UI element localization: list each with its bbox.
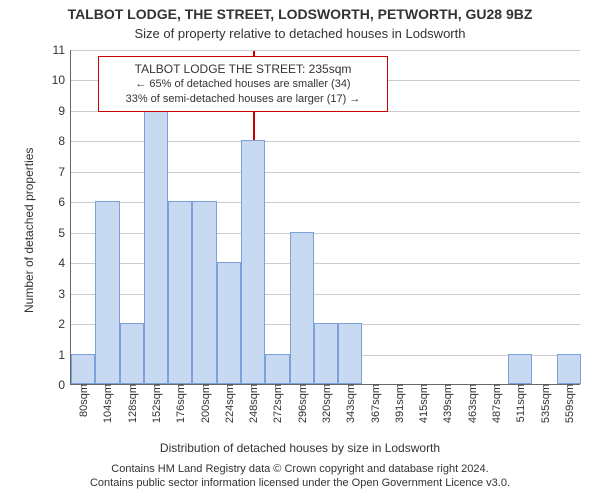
x-tick-label: 272sqm xyxy=(270,384,284,423)
x-tick-label: 511sqm xyxy=(513,384,527,422)
y-tick-label: 6 xyxy=(58,195,71,209)
y-tick-label: 4 xyxy=(58,256,71,270)
legend-line-2: ← 65% of detached houses are smaller (34… xyxy=(107,77,379,92)
x-tick-label: 559sqm xyxy=(562,384,576,423)
histogram-bar xyxy=(144,110,168,384)
y-tick-label: 0 xyxy=(58,378,71,392)
x-axis-label: Distribution of detached houses by size … xyxy=(0,441,600,455)
x-tick-label: 463sqm xyxy=(465,384,479,423)
histogram-bar xyxy=(290,232,314,384)
y-tick-label: 2 xyxy=(58,317,71,331)
x-tick-label: 343sqm xyxy=(343,384,357,423)
y-tick-label: 3 xyxy=(58,287,71,301)
histogram-bar xyxy=(168,201,192,384)
histogram-bar xyxy=(95,201,119,384)
x-tick-label: 415sqm xyxy=(416,384,430,423)
footer: Contains HM Land Registry data © Crown c… xyxy=(0,462,600,491)
legend-box: TALBOT LODGE THE STREET: 235sqm ← 65% of… xyxy=(98,56,388,112)
x-tick-label: 176sqm xyxy=(173,384,187,423)
legend-line-3: 33% of semi-detached houses are larger (… xyxy=(107,92,379,107)
y-tick-label: 5 xyxy=(58,226,71,240)
x-tick-label: 439sqm xyxy=(440,384,454,423)
x-tick-label: 224sqm xyxy=(222,384,236,423)
y-tick-label: 7 xyxy=(58,165,71,179)
x-tick-label: 128sqm xyxy=(125,384,139,423)
y-tick-label: 10 xyxy=(52,73,71,87)
y-tick-label: 8 xyxy=(58,134,71,148)
y-tick-label: 11 xyxy=(53,43,71,57)
y-tick-label: 9 xyxy=(58,104,71,118)
histogram-bar xyxy=(265,354,289,384)
histogram-chart: TALBOT LODGE, THE STREET, LODSWORTH, PET… xyxy=(0,0,600,500)
histogram-bar xyxy=(508,354,532,384)
histogram-bar xyxy=(192,201,216,384)
x-tick-label: 367sqm xyxy=(368,384,382,423)
x-tick-label: 104sqm xyxy=(100,384,114,423)
histogram-bar xyxy=(120,323,144,384)
x-tick-label: 296sqm xyxy=(295,384,309,423)
histogram-bar xyxy=(338,323,362,384)
histogram-bar xyxy=(217,262,241,384)
footer-line-2: Contains public sector information licen… xyxy=(0,476,600,490)
x-tick-label: 248sqm xyxy=(246,384,260,423)
y-tick-label: 1 xyxy=(58,348,71,362)
x-tick-label: 320sqm xyxy=(319,384,333,423)
histogram-bar xyxy=(314,323,338,384)
x-tick-label: 200sqm xyxy=(198,384,212,423)
y-axis-label: Number of detached properties xyxy=(22,147,36,312)
x-tick-label: 487sqm xyxy=(489,384,503,423)
x-tick-label: 152sqm xyxy=(149,384,163,423)
histogram-bar xyxy=(241,140,265,384)
chart-subtitle: Size of property relative to detached ho… xyxy=(0,26,600,41)
x-tick-label: 391sqm xyxy=(392,384,406,423)
footer-line-1: Contains HM Land Registry data © Crown c… xyxy=(0,462,600,476)
x-tick-label: 535sqm xyxy=(538,384,552,423)
histogram-bar xyxy=(557,354,581,384)
legend-line-1: TALBOT LODGE THE STREET: 235sqm xyxy=(107,61,379,77)
histogram-bar xyxy=(71,354,95,384)
chart-title: TALBOT LODGE, THE STREET, LODSWORTH, PET… xyxy=(0,6,600,22)
gridline xyxy=(71,50,580,51)
plot-area: 0123456789101180sqm104sqm128sqm152sqm176… xyxy=(70,50,580,385)
x-tick-label: 80sqm xyxy=(76,384,90,417)
